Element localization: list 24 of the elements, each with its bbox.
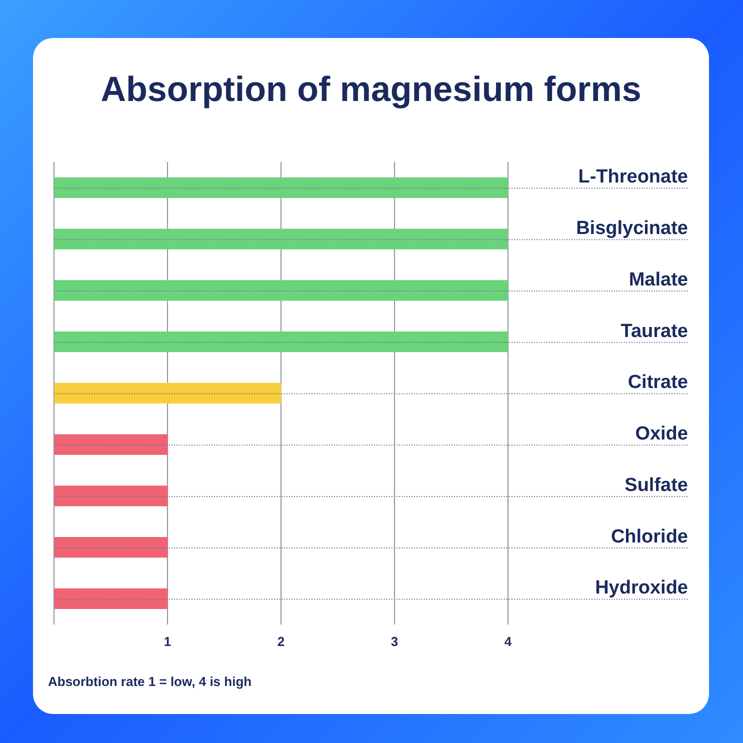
bar — [54, 177, 508, 198]
chart-title: Absorption of magnesium forms — [100, 70, 642, 110]
bar — [54, 588, 168, 610]
bar — [54, 434, 168, 455]
x-tick-label: 2 — [277, 634, 285, 649]
y-tick-label: L-Threonate — [578, 166, 688, 188]
y-tick-label: Hydroxide — [595, 578, 688, 599]
bar — [54, 280, 508, 301]
bar — [54, 331, 508, 352]
bar — [54, 382, 282, 404]
y-tick-label: Sulfate — [624, 474, 688, 496]
text: Absorbtion rate 1 = low, 4 is high — [48, 674, 252, 689]
x-tick-label: 3 — [390, 634, 398, 649]
bar — [54, 486, 168, 506]
y-tick-label: Chloride — [610, 526, 688, 548]
bar — [54, 537, 168, 558]
y-tick-label: Malate — [628, 269, 688, 290]
x-tick-label: 1 — [164, 634, 172, 649]
y-tick-label: Citrate — [628, 372, 688, 394]
bar — [54, 228, 508, 250]
y-tick-label: Bisglycinate — [576, 218, 688, 240]
x-tick-label: 4 — [504, 634, 512, 649]
y-tick-label: Taurate — [620, 320, 688, 342]
y-tick-label: Oxide — [635, 424, 688, 445]
